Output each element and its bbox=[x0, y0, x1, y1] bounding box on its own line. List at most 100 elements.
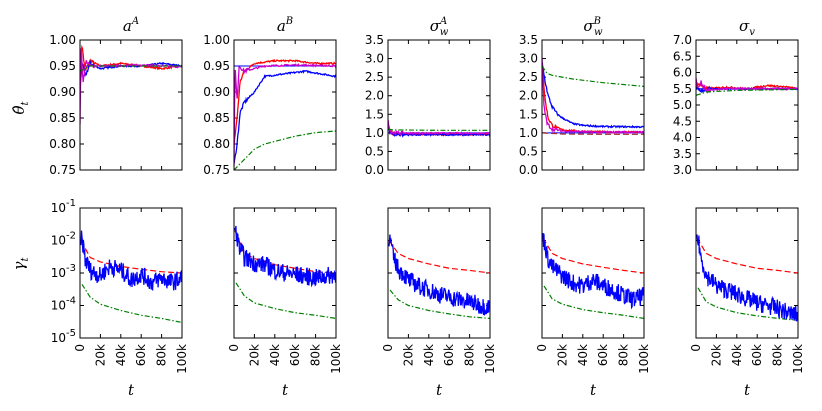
x-tick-label: 0 bbox=[73, 344, 87, 352]
y-tick-label: 1.5 bbox=[519, 107, 538, 121]
x-tick-label: 20k bbox=[247, 344, 261, 366]
x-tick-label: 40k bbox=[422, 344, 436, 366]
x-tick-label: 0 bbox=[381, 344, 395, 352]
series-line-green bbox=[234, 130, 336, 170]
x-tick-label: 60k bbox=[288, 344, 302, 366]
plot-frame bbox=[79, 39, 183, 171]
x-tick-label: 80k bbox=[771, 344, 785, 366]
series-line-blue bbox=[234, 225, 336, 288]
y-tick-label: 2.0 bbox=[519, 89, 538, 103]
panels: aA0.750.800.850.900.951.00aB0.750.800.85… bbox=[49, 16, 805, 374]
panel-title: σA w bbox=[430, 16, 449, 38]
y-tick-label: 0.90 bbox=[49, 85, 76, 99]
row-label-bottom: γt bbox=[10, 257, 31, 271]
x-tick-label: 60k bbox=[442, 344, 456, 366]
panel-bottom-2: 0 20k 40k 60k 80k 100k bbox=[227, 207, 343, 374]
y-tick-label: 0.80 bbox=[49, 137, 76, 151]
y-tick-label: 3.5 bbox=[365, 33, 384, 47]
panel-top-4: σB w 0.0 0.5 1.0 1.5 2.0 2.5 3.0 3.5 bbox=[519, 16, 645, 177]
y-tick-label: 10-2 bbox=[51, 231, 76, 248]
panel-title: σv bbox=[739, 17, 755, 38]
plot-area bbox=[542, 232, 644, 319]
plot-frame bbox=[541, 207, 645, 339]
panel-bottom-3: 0 20k 40k 60k 80k 100k bbox=[381, 207, 497, 374]
series-line-green bbox=[80, 65, 182, 72]
x-tick-label: 100k bbox=[483, 344, 497, 374]
plot-area bbox=[388, 234, 490, 319]
y-tick-label: 1.0 bbox=[519, 126, 538, 140]
x-tick-label: 60k bbox=[596, 344, 610, 366]
y-tick-label: 10-1 bbox=[51, 198, 76, 215]
y-tick-label: 0.0 bbox=[519, 163, 538, 177]
y-tick-label: 5.0 bbox=[673, 98, 692, 112]
x-tick-label: 100k bbox=[791, 344, 805, 374]
plot-frame bbox=[541, 39, 645, 171]
x-tick-label: 20k bbox=[401, 344, 415, 366]
x-tick-label: 80k bbox=[309, 344, 323, 366]
plot-frame bbox=[695, 207, 799, 339]
series-line-red bbox=[80, 44, 182, 72]
row-label-top: θ̂t bbox=[10, 101, 31, 115]
x-axis-label-4: t bbox=[590, 381, 597, 399]
y-tick-label: 0.85 bbox=[203, 111, 230, 125]
panel-top-3: σA w 0.0 0.5 1.0 1.5 2.0 2.5 3.0 3.5 bbox=[365, 16, 491, 177]
series-line-blue bbox=[542, 232, 644, 310]
y-tick-label: 4.0 bbox=[673, 131, 692, 145]
y-tick-label: 3.0 bbox=[519, 52, 538, 66]
x-tick-label: 60k bbox=[134, 344, 148, 366]
x-tick-label: 20k bbox=[709, 344, 723, 366]
y-tick-label: 0.5 bbox=[519, 144, 538, 158]
plot-area bbox=[388, 119, 490, 138]
x-axis-label-1: t bbox=[128, 381, 135, 399]
plot-frame bbox=[695, 39, 799, 171]
x-tick-label: 20k bbox=[93, 344, 107, 366]
series-line-blue bbox=[542, 61, 644, 129]
x-tick-label: 80k bbox=[617, 344, 631, 366]
y-tick-label: 0.75 bbox=[203, 163, 230, 177]
x-tick-label: 60k bbox=[750, 344, 764, 366]
series-line-green bbox=[542, 65, 644, 87]
series-line-magenta bbox=[388, 119, 490, 137]
x-tick-label: 100k bbox=[637, 344, 651, 374]
panel-title: aA bbox=[123, 16, 139, 35]
x-tick-label: 40k bbox=[114, 344, 128, 366]
x-tick-label: 40k bbox=[576, 344, 590, 366]
y-tick-label: 6.5 bbox=[673, 49, 692, 63]
panel-top-1: aA 0.75 0.80 0.85 0.90 0.95 1.00 bbox=[49, 16, 183, 177]
y-tick-label: 1.5 bbox=[365, 107, 384, 121]
series-line-red bbox=[696, 237, 798, 274]
plot-area bbox=[80, 230, 182, 324]
x-axis-label-5: t bbox=[744, 381, 751, 399]
plot-area bbox=[80, 44, 182, 125]
series-line-blue bbox=[388, 234, 490, 317]
y-tick-label: 3.0 bbox=[365, 52, 384, 66]
y-tick-label: 0.75 bbox=[49, 163, 76, 177]
series-line-blue bbox=[80, 230, 182, 292]
y-tick-label: 10-5 bbox=[51, 328, 76, 345]
y-tick-label: 0.80 bbox=[203, 137, 230, 151]
plot-frame bbox=[387, 39, 491, 171]
y-tick-label: 3.5 bbox=[673, 147, 692, 161]
y-tick-label: 0.85 bbox=[49, 111, 76, 125]
plot-area bbox=[542, 57, 644, 135]
series-line-magenta bbox=[234, 63, 336, 167]
y-tick-label: 0.95 bbox=[49, 59, 76, 73]
y-tick-label: 4.5 bbox=[673, 114, 692, 128]
y-tick-label: 1.00 bbox=[49, 33, 76, 47]
plot-frame bbox=[387, 207, 491, 339]
x-axis-label-3: t bbox=[436, 381, 443, 399]
y-tick-label: 3.0 bbox=[673, 163, 692, 177]
panel-top-2: aB 0.75 0.80 0.85 0.90 0.95 1.00 bbox=[203, 16, 337, 177]
series-line-green bbox=[389, 289, 490, 319]
series-line-magenta bbox=[542, 57, 644, 135]
series-line-magenta bbox=[696, 77, 798, 94]
y-tick-label: 10-4 bbox=[51, 296, 76, 313]
y-tick-label: 6.0 bbox=[673, 66, 692, 80]
series-line-green bbox=[388, 128, 490, 131]
series-line-red bbox=[388, 240, 490, 274]
series-line-red bbox=[234, 58, 336, 144]
y-tick-label: 2.5 bbox=[519, 70, 538, 84]
y-tick-label: 0.5 bbox=[365, 144, 384, 158]
plot-area bbox=[234, 225, 336, 319]
